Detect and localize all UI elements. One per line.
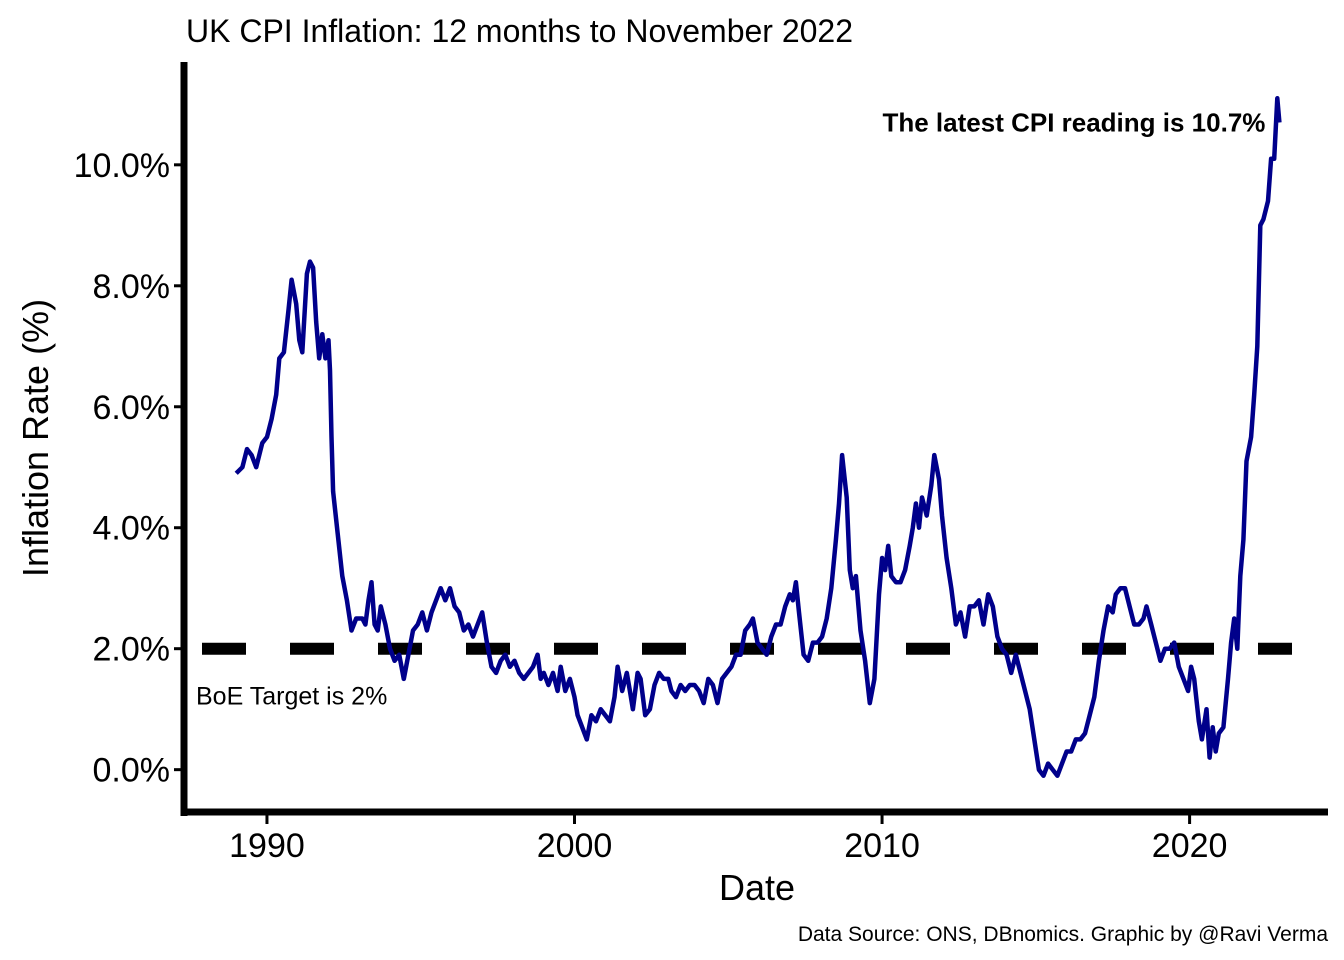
x-axis-ticks: 1990 2000 2010 2020 bbox=[229, 812, 1227, 865]
y-tick-label: 6.0% bbox=[93, 389, 171, 427]
data-source-caption: Data Source: ONS, DBnomics. Graphic by @… bbox=[798, 923, 1328, 946]
x-tick-label: 2000 bbox=[537, 827, 613, 865]
latest-reading-annotation: The latest CPI reading is 10.7% bbox=[882, 107, 1265, 137]
x-axis-title: Date bbox=[719, 867, 795, 908]
chart-title: UK CPI Inflation: 12 months to November … bbox=[186, 13, 853, 49]
x-tick-label: 2010 bbox=[844, 827, 920, 865]
reference-line-group: BoE Target is 2% bbox=[196, 642, 1292, 711]
y-tick-label: 2.0% bbox=[93, 631, 171, 669]
cpi-series-line bbox=[234, 96, 1282, 778]
boe-target-label: BoE Target is 2% bbox=[196, 683, 387, 711]
y-tick-label: 4.0% bbox=[93, 510, 171, 548]
y-axis-ticks: 0.0% 2.0% 4.0% 6.0% 8.0% 10.0% bbox=[74, 147, 184, 790]
x-tick-label: 1990 bbox=[229, 827, 305, 865]
x-tick-label: 2020 bbox=[1152, 827, 1228, 865]
y-tick-label: 10.0% bbox=[74, 147, 170, 185]
y-tick-label: 8.0% bbox=[93, 268, 171, 306]
y-axis-title: Inflation Rate (%) bbox=[15, 299, 56, 577]
y-tick-label: 0.0% bbox=[93, 752, 171, 790]
